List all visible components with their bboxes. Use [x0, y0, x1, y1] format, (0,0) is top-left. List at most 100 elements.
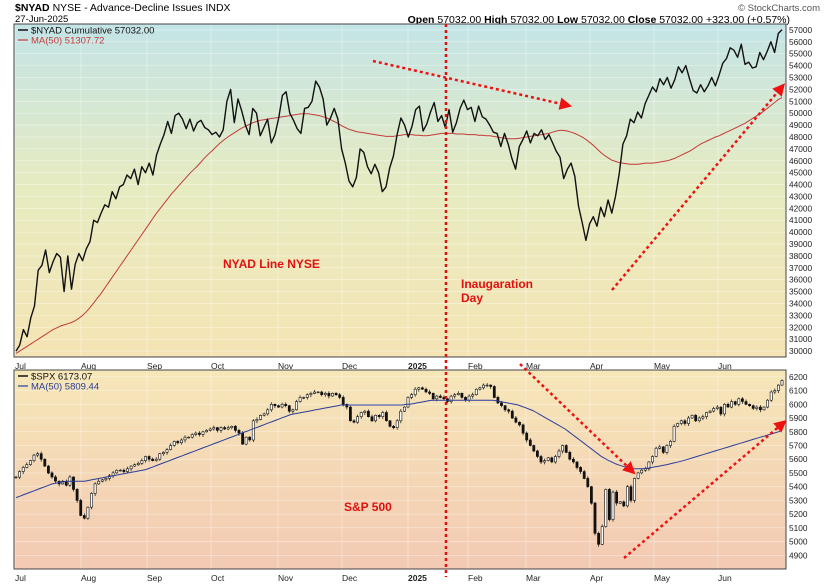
- candle-body: [46, 465, 50, 474]
- candle-body: [687, 417, 690, 424]
- candle-body: [561, 445, 565, 452]
- candle-body: [406, 397, 410, 408]
- y-tick-label: 35000: [789, 287, 812, 297]
- x-tick-label: Jul: [15, 361, 26, 371]
- candle-body: [658, 446, 662, 449]
- candle-body: [773, 390, 777, 393]
- candle-body: [766, 399, 770, 408]
- candle-body: [363, 410, 367, 413]
- candle-body: [316, 391, 320, 394]
- y-tick-label: 40000: [789, 227, 812, 237]
- y-tick-label: 5500: [789, 468, 808, 478]
- bottom-panel-grid: [14, 370, 786, 569]
- x-tick-label: Mar: [526, 361, 541, 371]
- x-tick-label: Oct: [211, 573, 225, 583]
- candle-body: [712, 408, 716, 412]
- y-tick-label: 6000: [789, 399, 808, 409]
- candle-body: [259, 414, 262, 420]
- y-tick-label: 54000: [789, 61, 812, 71]
- candle-body: [284, 403, 288, 406]
- candle-body: [640, 469, 644, 474]
- candle-body: [72, 476, 75, 490]
- candle-body: [154, 458, 158, 461]
- candle-body: [507, 409, 511, 412]
- y-tick-label: 33000: [789, 310, 812, 320]
- candle-body: [669, 441, 672, 446]
- x-tick-label: Nov: [278, 573, 294, 583]
- candle-body: [604, 489, 608, 527]
- candle-body: [471, 394, 475, 397]
- x-tick-label: Apr: [590, 361, 603, 371]
- chart-header-title: $NYAD NYSE - Advance-Decline Issues INDX: [15, 2, 231, 14]
- candle-body: [636, 472, 640, 479]
- candle-body: [269, 403, 273, 411]
- y-tick-label: 6200: [789, 372, 808, 382]
- y-tick-label: 38000: [789, 251, 812, 261]
- candle-body: [518, 421, 521, 426]
- candle-body: [277, 405, 280, 408]
- bottom-panel-frame: [13, 369, 787, 570]
- candle-body: [694, 414, 698, 422]
- x-tick-label: Feb: [468, 361, 483, 371]
- candle-body: [438, 395, 442, 398]
- candle-body: [36, 453, 40, 456]
- candle-body: [266, 409, 270, 415]
- candle-body: [234, 425, 237, 431]
- candle-body: [460, 392, 464, 398]
- y-tick-label: 56000: [789, 37, 812, 47]
- candle-body: [607, 489, 611, 520]
- candle-body: [341, 397, 345, 405]
- y-tick-label: 44000: [789, 180, 812, 190]
- candle-body: [629, 486, 633, 501]
- downtrend-arrow-top: [372, 59, 573, 110]
- candle-body: [647, 461, 651, 470]
- candle-body: [449, 395, 453, 402]
- candle-body: [190, 434, 194, 438]
- candle-body: [384, 412, 388, 421]
- candle-body: [715, 406, 719, 409]
- candle-body: [428, 391, 432, 394]
- candle-body: [251, 420, 255, 441]
- candle-body: [237, 430, 241, 434]
- watermark: © StockCharts.com: [738, 3, 820, 14]
- candle-body: [510, 410, 514, 419]
- candle-body: [582, 471, 586, 479]
- x-tick-label: Sep: [147, 573, 162, 583]
- candle-body: [187, 436, 191, 439]
- candle-body: [348, 406, 352, 422]
- candle-body: [205, 430, 209, 433]
- candle-body: [359, 412, 363, 417]
- candle-body: [456, 392, 460, 395]
- candle-body: [557, 450, 561, 457]
- x-tick-label: Aug: [81, 361, 96, 371]
- y-tick-label: 48000: [789, 132, 812, 142]
- y-tick-label: 5100: [789, 523, 808, 533]
- candle-body: [701, 416, 705, 419]
- bottom-panel-background: [14, 370, 786, 569]
- candle-body: [654, 447, 658, 457]
- candle-body: [302, 397, 306, 399]
- candle-body: [79, 500, 83, 516]
- candle-body: [625, 486, 629, 507]
- candle-body: [478, 387, 482, 390]
- candle-body: [705, 412, 708, 417]
- candle-body: [737, 398, 741, 405]
- candle-body: [546, 457, 550, 461]
- y-tick-label: 39000: [789, 239, 812, 249]
- candle-body: [611, 491, 615, 520]
- y-tick-label: 41000: [789, 215, 812, 225]
- x-tick-label: May: [654, 361, 671, 371]
- x-tick-label: Jun: [718, 573, 732, 583]
- candle-body: [194, 432, 198, 435]
- candle-body: [564, 445, 568, 453]
- candle-body: [474, 388, 478, 396]
- x-tick-label: May: [654, 573, 671, 583]
- candle-body: [241, 432, 245, 445]
- candle-body: [593, 502, 597, 534]
- candle-body: [723, 403, 726, 415]
- candle-body: [287, 405, 291, 412]
- candle-body: [75, 489, 79, 501]
- y-tick-label: 5900: [789, 413, 808, 423]
